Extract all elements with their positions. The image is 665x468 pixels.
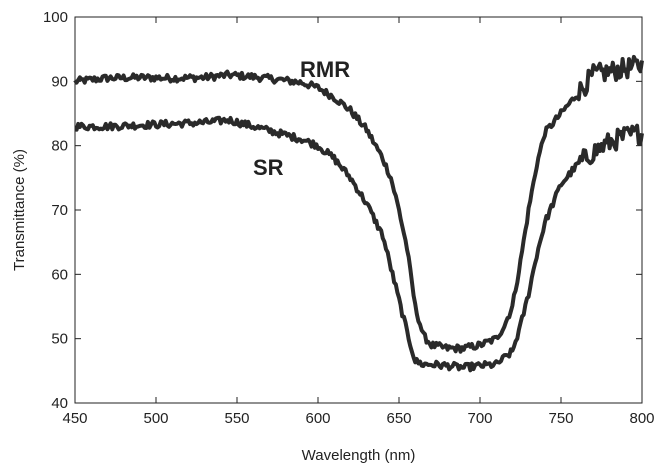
series-label-sr: SR [253,155,284,180]
x-axis-label: Wavelength (nm) [302,447,416,464]
y-tick-label: 40 [51,395,68,412]
x-tick-label: 500 [143,410,168,427]
x-tick-label: 600 [305,410,330,427]
y-tick-label: 100 [43,9,68,26]
y-tick-label: 90 [51,73,68,90]
x-tick-label: 550 [224,410,249,427]
series-labels: RMR SR [253,57,350,180]
y-tick-label: 50 [51,331,68,348]
x-tick-label: 800 [629,410,654,427]
series-lines [73,54,644,373]
x-tick-label: 450 [62,410,87,427]
ticks-layer: 450 500 550 600 650 700 750 800 40 50 60 70 80 90 100 [43,9,655,427]
x-tick-label: 750 [548,410,573,427]
series-line-rmr [73,54,644,354]
y-tick-label: 80 [51,138,68,155]
series-label-rmr: RMR [300,57,350,82]
y-axis-label: Transmittance (%) [11,149,28,271]
y-tick-label: 70 [51,202,68,219]
series-line-sr [74,115,644,373]
y-tick-label: 60 [51,266,68,283]
x-tick-label: 650 [386,410,411,427]
x-tick-label: 700 [467,410,492,427]
